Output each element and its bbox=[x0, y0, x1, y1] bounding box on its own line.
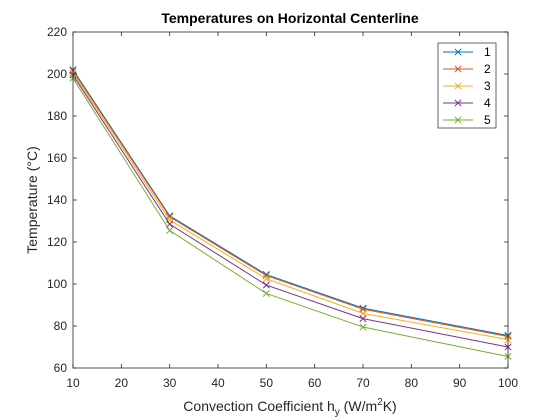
marker-stroke bbox=[359, 323, 367, 331]
x-tick-label: 90 bbox=[453, 376, 467, 390]
marker-stroke bbox=[359, 304, 367, 312]
legend-label: 2 bbox=[484, 62, 491, 76]
data-point-marker bbox=[359, 309, 367, 317]
y-tick-label: 60 bbox=[54, 361, 68, 375]
x-tick-label: 70 bbox=[356, 376, 370, 390]
y-axis: 60 80 100 120 140 160 180 200 220 bbox=[47, 25, 508, 375]
y-tick-label: 80 bbox=[54, 319, 68, 333]
data-point-marker bbox=[166, 226, 174, 235]
y-tick-label: 120 bbox=[47, 235, 67, 249]
data-point-marker bbox=[262, 275, 270, 283]
legend: 1 2 3 4 5 bbox=[437, 42, 497, 129]
data-point-marker bbox=[262, 289, 270, 298]
y-tick-label: 220 bbox=[47, 25, 67, 39]
data-point-marker bbox=[359, 315, 367, 323]
data-point-marker bbox=[262, 281, 270, 289]
x-tick-label: 40 bbox=[211, 376, 225, 390]
legend-marker bbox=[454, 116, 462, 124]
x-tick-label: 60 bbox=[308, 376, 322, 390]
legend-marker bbox=[454, 82, 462, 90]
x-axis-label-unit: (W/m bbox=[340, 398, 377, 414]
y-axis-label: Temperature (°C) bbox=[24, 146, 40, 254]
data-point-marker bbox=[359, 304, 367, 312]
y-tick-label: 180 bbox=[47, 109, 67, 123]
y-tick-label: 100 bbox=[47, 277, 67, 291]
legend-entry: 3 bbox=[443, 79, 491, 93]
y-tick-label: 140 bbox=[47, 193, 67, 207]
data-point-marker bbox=[359, 323, 367, 331]
legend-marker bbox=[454, 99, 462, 107]
plot-area bbox=[73, 32, 508, 368]
x-axis-label: Convection Coefficient hy (W/m2K) bbox=[183, 397, 396, 418]
x-axis-label-unit-end: K) bbox=[383, 398, 397, 414]
marker-stroke bbox=[262, 289, 270, 298]
marker-stroke bbox=[359, 315, 367, 323]
x-tick-label: 10 bbox=[66, 376, 80, 390]
legend-label: 1 bbox=[484, 45, 491, 59]
x-axis-label-subscript: y bbox=[335, 407, 340, 418]
marker-stroke bbox=[262, 281, 270, 289]
x-tick-label: 50 bbox=[260, 376, 274, 390]
legend-marker bbox=[454, 65, 462, 73]
y-tick-label: 200 bbox=[47, 67, 67, 81]
x-tick-label: 80 bbox=[405, 376, 419, 390]
legend-entry: 4 bbox=[443, 96, 491, 110]
data-point-marker bbox=[166, 213, 174, 221]
legend-entry: 1 bbox=[443, 45, 491, 59]
legend-entry: 2 bbox=[443, 62, 491, 76]
x-axis-label-main: Convection Coefficient h bbox=[183, 398, 335, 414]
y-tick-label: 160 bbox=[47, 151, 67, 165]
marker-stroke bbox=[262, 275, 270, 283]
marker-stroke bbox=[359, 309, 367, 317]
marker-stroke bbox=[166, 213, 174, 221]
legend-entry: 5 bbox=[443, 113, 491, 127]
series-4 bbox=[69, 71, 512, 351]
x-tick-label: 20 bbox=[115, 376, 129, 390]
legend-label: 3 bbox=[484, 79, 491, 93]
legend-label: 5 bbox=[484, 113, 491, 127]
marker-stroke bbox=[166, 226, 174, 235]
x-axis-label-superscript: 2 bbox=[377, 397, 383, 408]
legend-label: 4 bbox=[484, 96, 491, 110]
chart-title: Temperatures on Horizontal Centerline bbox=[161, 10, 418, 26]
x-tick-label: 100 bbox=[498, 376, 518, 390]
x-tick-label: 30 bbox=[163, 376, 177, 390]
x-axis: 10 20 30 40 50 60 70 80 90 100 bbox=[66, 32, 518, 390]
legend-marker bbox=[454, 48, 462, 56]
